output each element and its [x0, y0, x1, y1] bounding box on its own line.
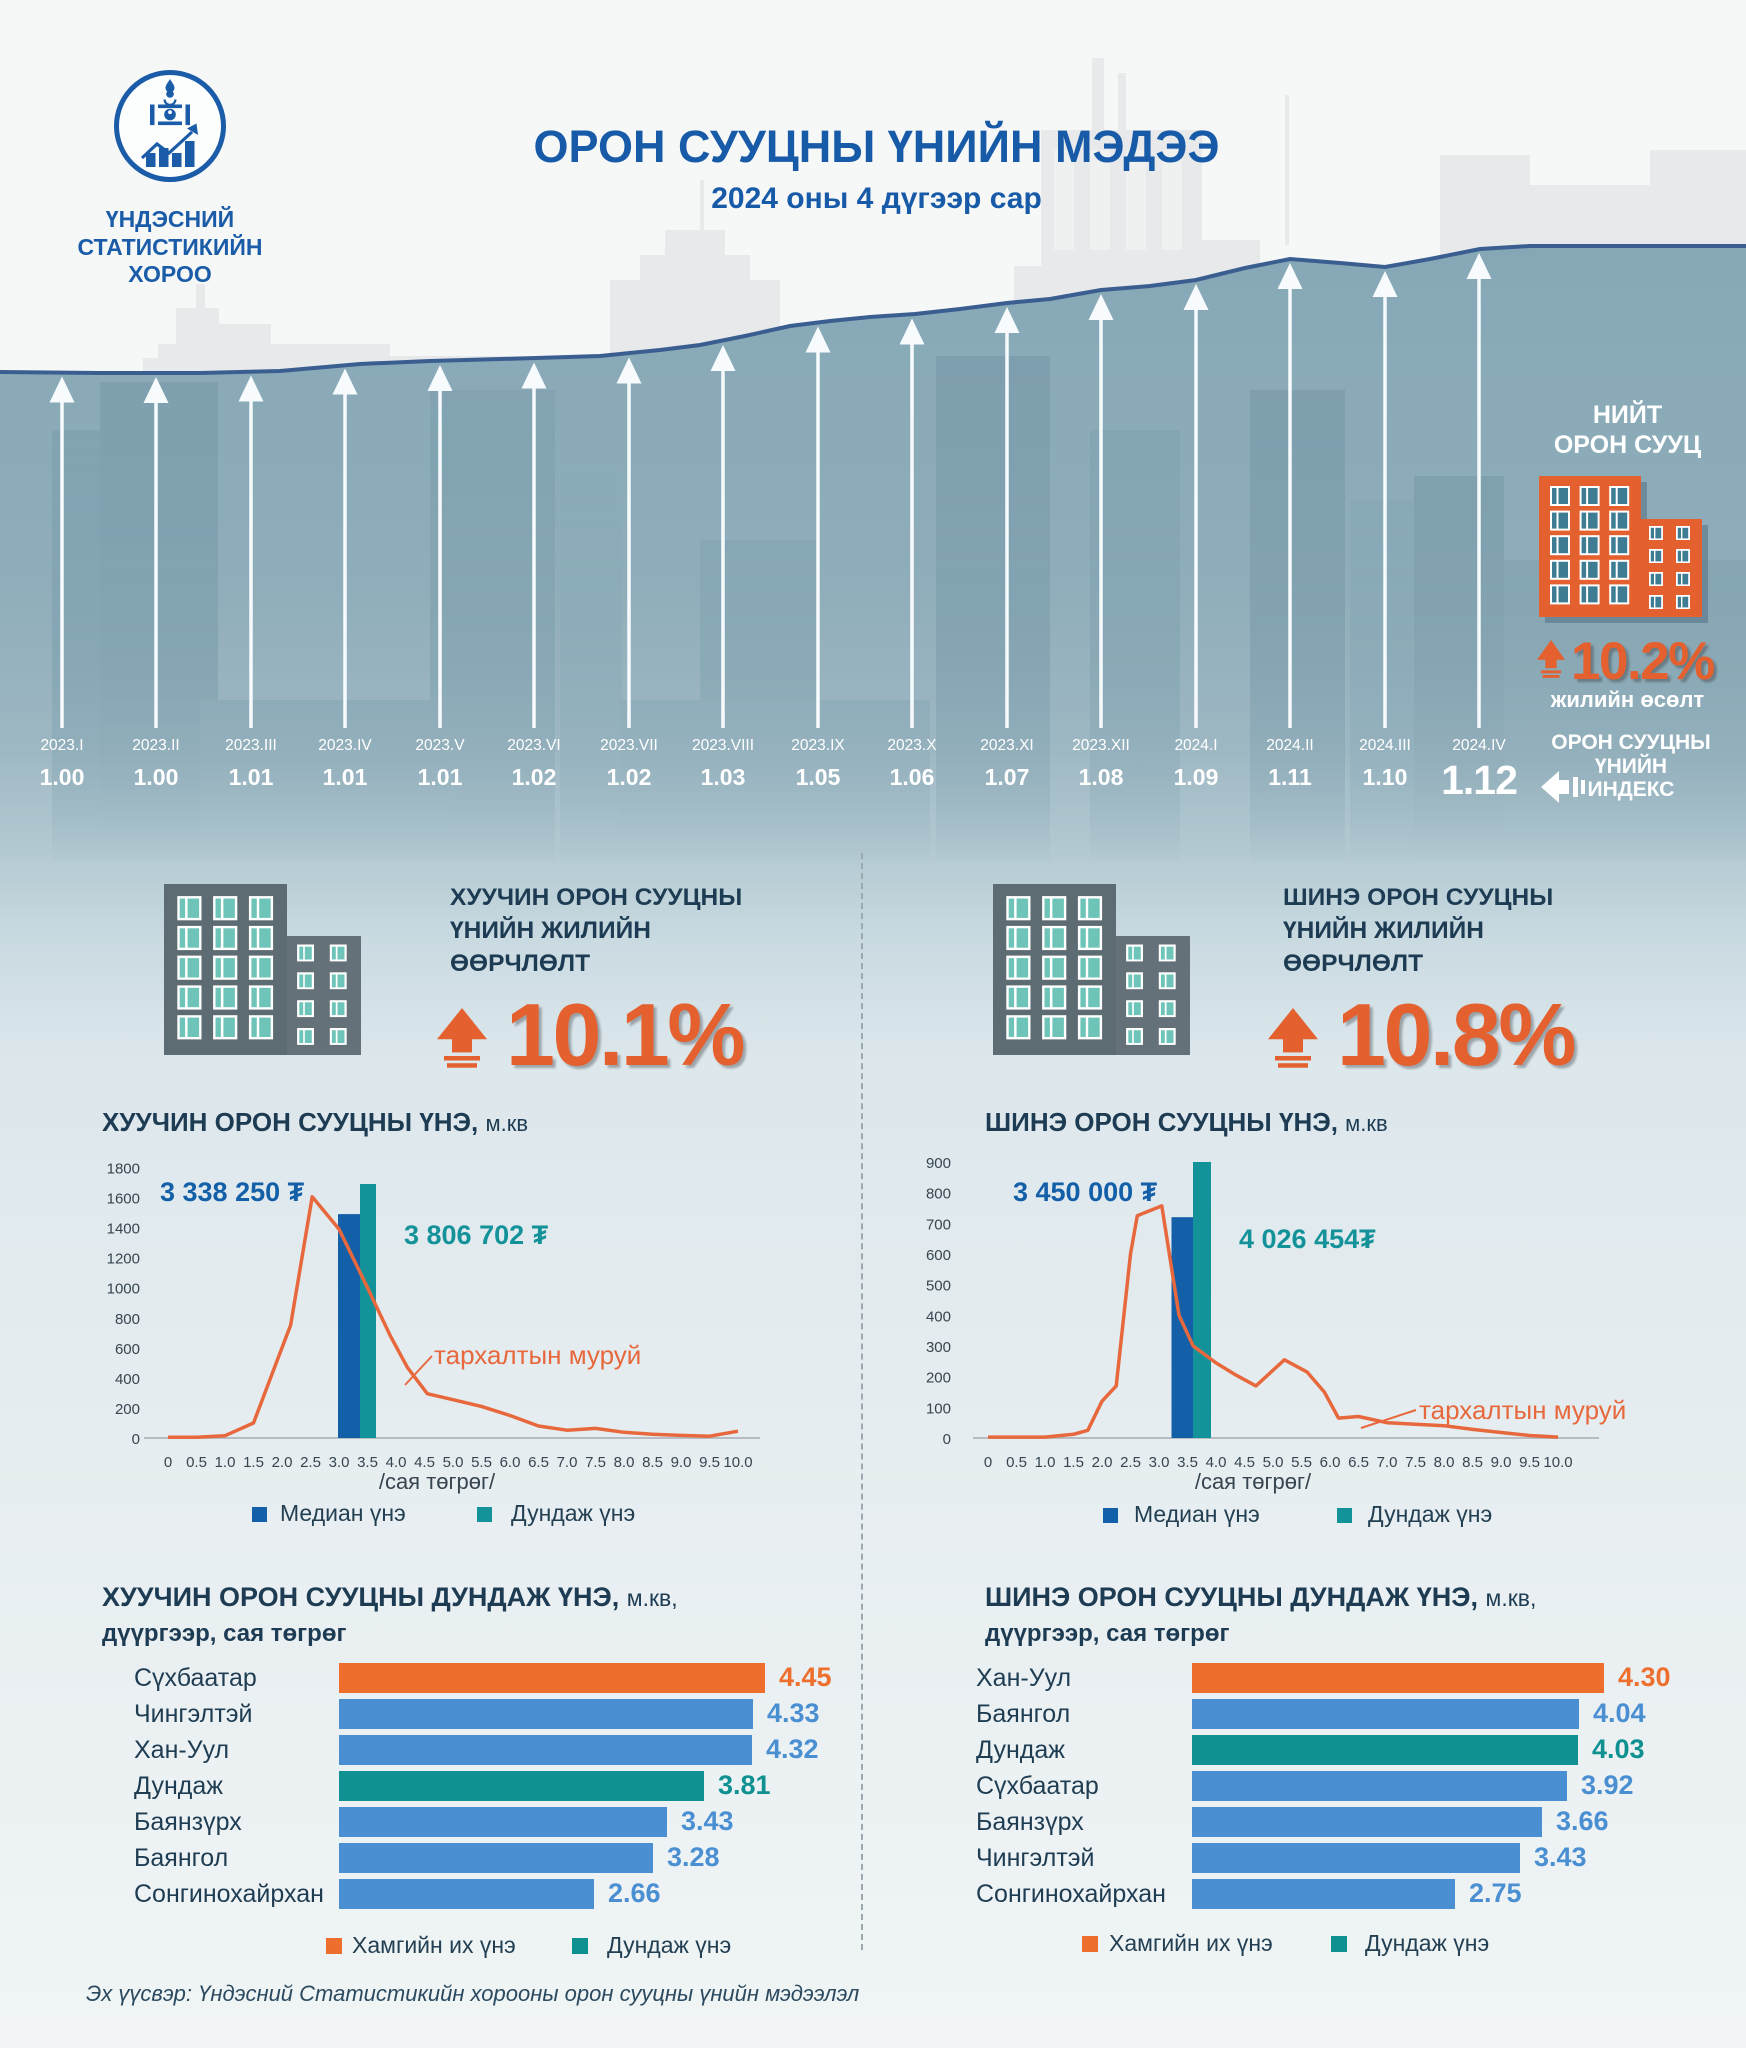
- svg-text:8.5: 8.5: [1462, 1454, 1483, 1471]
- svg-text:Медиан үнэ: Медиан үнэ: [280, 1500, 406, 1526]
- svg-text:Хамгийн их үнэ: Хамгийн их үнэ: [1109, 1930, 1273, 1956]
- svg-text:4.5: 4.5: [414, 1454, 435, 1471]
- svg-text:7.5: 7.5: [1405, 1454, 1426, 1471]
- svg-text:10.0: 10.0: [723, 1454, 752, 1471]
- svg-text:9.5: 9.5: [1519, 1454, 1540, 1471]
- svg-text:/сая төгрөг/: /сая төгрөг/: [379, 1469, 496, 1494]
- svg-text:9.0: 9.0: [671, 1454, 692, 1471]
- svg-text:4 026 454₮: 4 026 454₮: [1239, 1224, 1376, 1254]
- svg-text:Дундаж үнэ: Дундаж үнэ: [511, 1500, 635, 1526]
- svg-text:6.5: 6.5: [528, 1454, 549, 1471]
- svg-text:4.0: 4.0: [386, 1454, 407, 1471]
- svg-text:100: 100: [926, 1400, 951, 1417]
- svg-text:800: 800: [926, 1186, 951, 1203]
- svg-text:1.0: 1.0: [215, 1454, 236, 1471]
- svg-text:5.0: 5.0: [443, 1454, 464, 1471]
- svg-text:3 450 000 ₮: 3 450 000 ₮: [1013, 1177, 1158, 1207]
- svg-text:300: 300: [926, 1339, 951, 1356]
- svg-text:тархалтын муруй: тархалтын муруй: [434, 1340, 641, 1370]
- svg-text:1800: 1800: [107, 1161, 140, 1178]
- svg-text:тархалтын муруй: тархалтын муруй: [1419, 1395, 1626, 1425]
- svg-text:5.0: 5.0: [1263, 1454, 1284, 1471]
- svg-text:500: 500: [926, 1278, 951, 1295]
- svg-text:8.5: 8.5: [642, 1454, 663, 1471]
- svg-text:4.5: 4.5: [1234, 1454, 1255, 1471]
- svg-text:200: 200: [926, 1370, 951, 1387]
- svg-text:7.0: 7.0: [557, 1454, 578, 1471]
- svg-text:7.0: 7.0: [1377, 1454, 1398, 1471]
- svg-text:3.5: 3.5: [1177, 1454, 1198, 1471]
- svg-text:0: 0: [132, 1431, 140, 1448]
- svg-text:9.0: 9.0: [1491, 1454, 1512, 1471]
- svg-text:Хамгийн их үнэ: Хамгийн их үнэ: [352, 1932, 516, 1958]
- svg-text:600: 600: [115, 1341, 140, 1358]
- svg-text:900: 900: [926, 1155, 951, 1172]
- svg-text:5.5: 5.5: [471, 1454, 492, 1471]
- svg-text:3 806 702 ₮: 3 806 702 ₮: [404, 1220, 549, 1250]
- svg-text:Дундаж үнэ: Дундаж үнэ: [1368, 1501, 1492, 1527]
- svg-text:4.0: 4.0: [1206, 1454, 1227, 1471]
- svg-text:3.5: 3.5: [357, 1454, 378, 1471]
- svg-text:1400: 1400: [107, 1221, 140, 1238]
- svg-text:7.5: 7.5: [585, 1454, 606, 1471]
- svg-text:6.5: 6.5: [1348, 1454, 1369, 1471]
- svg-text:9.5: 9.5: [699, 1454, 720, 1471]
- svg-text:400: 400: [115, 1371, 140, 1388]
- svg-text:0.5: 0.5: [1006, 1454, 1027, 1471]
- svg-text:2.0: 2.0: [1092, 1454, 1113, 1471]
- svg-text:/сая төгрөг/: /сая төгрөг/: [1195, 1469, 1312, 1494]
- svg-text:6.0: 6.0: [500, 1454, 521, 1471]
- svg-text:6.0: 6.0: [1320, 1454, 1341, 1471]
- svg-text:5.5: 5.5: [1291, 1454, 1312, 1471]
- svg-text:1.0: 1.0: [1035, 1454, 1056, 1471]
- svg-text:1200: 1200: [107, 1251, 140, 1268]
- svg-text:1600: 1600: [107, 1191, 140, 1208]
- svg-text:1.5: 1.5: [243, 1454, 264, 1471]
- svg-text:3 338 250 ₮: 3 338 250 ₮: [160, 1177, 305, 1207]
- svg-text:3.0: 3.0: [1149, 1454, 1170, 1471]
- svg-text:2.0: 2.0: [272, 1454, 293, 1471]
- svg-text:3.0: 3.0: [329, 1454, 350, 1471]
- svg-text:800: 800: [115, 1311, 140, 1328]
- svg-text:2.5: 2.5: [300, 1454, 321, 1471]
- svg-text:Медиан үнэ: Медиан үнэ: [1134, 1501, 1260, 1527]
- svg-text:1.5: 1.5: [1063, 1454, 1084, 1471]
- svg-text:1000: 1000: [107, 1281, 140, 1298]
- svg-text:10.0: 10.0: [1543, 1454, 1572, 1471]
- svg-text:600: 600: [926, 1247, 951, 1264]
- svg-text:700: 700: [926, 1216, 951, 1233]
- svg-text:Дундаж үнэ: Дундаж үнэ: [1365, 1930, 1489, 1956]
- svg-text:8.0: 8.0: [614, 1454, 635, 1471]
- svg-text:2.5: 2.5: [1120, 1454, 1141, 1471]
- svg-text:200: 200: [115, 1401, 140, 1418]
- svg-text:400: 400: [926, 1308, 951, 1325]
- svg-text:0.5: 0.5: [186, 1454, 207, 1471]
- svg-text:0: 0: [164, 1454, 172, 1471]
- svg-text:8.0: 8.0: [1434, 1454, 1455, 1471]
- svg-text:0: 0: [943, 1431, 951, 1448]
- svg-text:0: 0: [984, 1454, 992, 1471]
- svg-text:Дундаж үнэ: Дундаж үнэ: [607, 1932, 731, 1958]
